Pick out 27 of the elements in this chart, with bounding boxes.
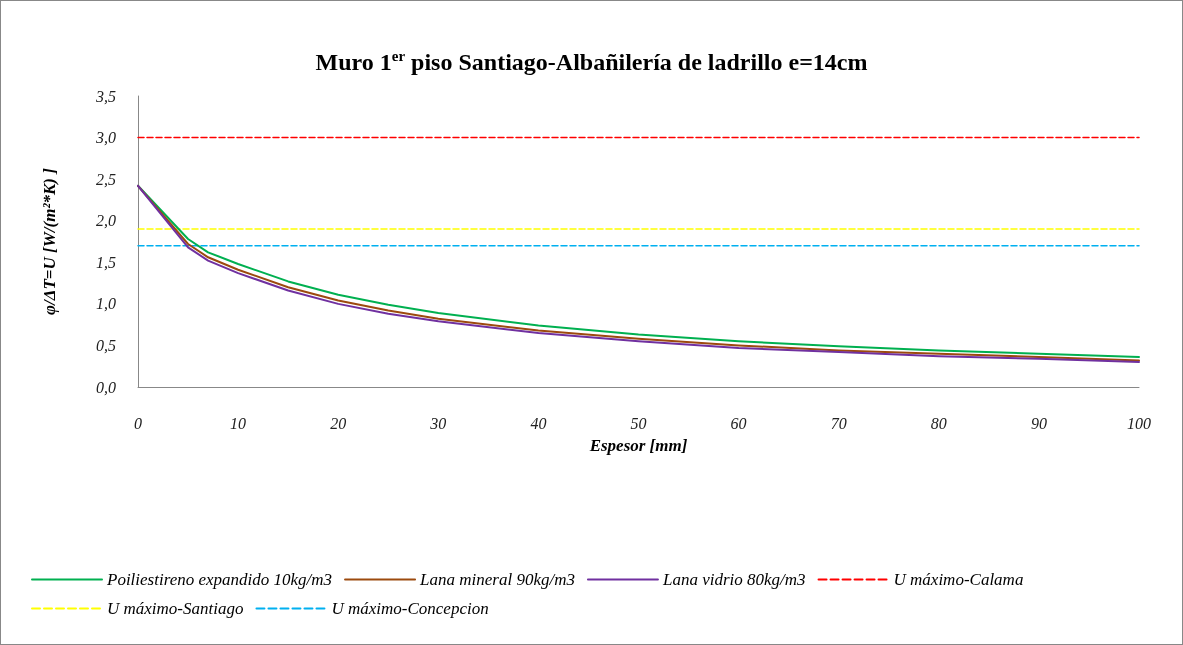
y-tick-label: 3,5 [95, 87, 116, 105]
legend-label: U máximo-Calama [893, 570, 1024, 589]
legend-label: U máximo-Concepcion [331, 599, 489, 618]
x-tick-label: 10 [230, 414, 247, 432]
y-tick-label: 1,0 [96, 295, 116, 313]
y-tick-label: 0,5 [96, 336, 116, 354]
legend-label: Lana vidrio 80kg/m3 [661, 570, 806, 589]
legend-label: Lana mineral 90kg/m3 [419, 570, 575, 589]
y-tick-label: 0,0 [96, 378, 116, 396]
y-tick-label: 2,5 [96, 170, 116, 188]
x-tick-label: 80 [930, 414, 947, 432]
y-tick-label: 3,0 [95, 129, 116, 147]
x-tick-label: 20 [330, 414, 347, 432]
legend-label: U máximo-Santiago [107, 599, 244, 618]
x-tick-label: 60 [730, 414, 747, 432]
y-tick-label: 1,5 [96, 253, 116, 271]
x-tick-label: 90 [1030, 414, 1047, 432]
x-tick-label: 70 [830, 414, 847, 432]
x-tick-label: 40 [530, 414, 547, 432]
x-axis-title: Espesor [mm] [588, 436, 688, 455]
x-tick-label: 30 [429, 414, 447, 432]
y-tick-label: 2,0 [96, 212, 116, 230]
x-tick-label: 50 [630, 414, 647, 432]
x-tick-label: 0 [134, 414, 142, 432]
legend-label: Poiliestireno expandido 10kg/m3 [106, 570, 333, 589]
x-tick-label: 100 [1127, 414, 1151, 432]
y-axis-title: φ/ΔT=U [W/(m²*K) ] [40, 167, 59, 315]
